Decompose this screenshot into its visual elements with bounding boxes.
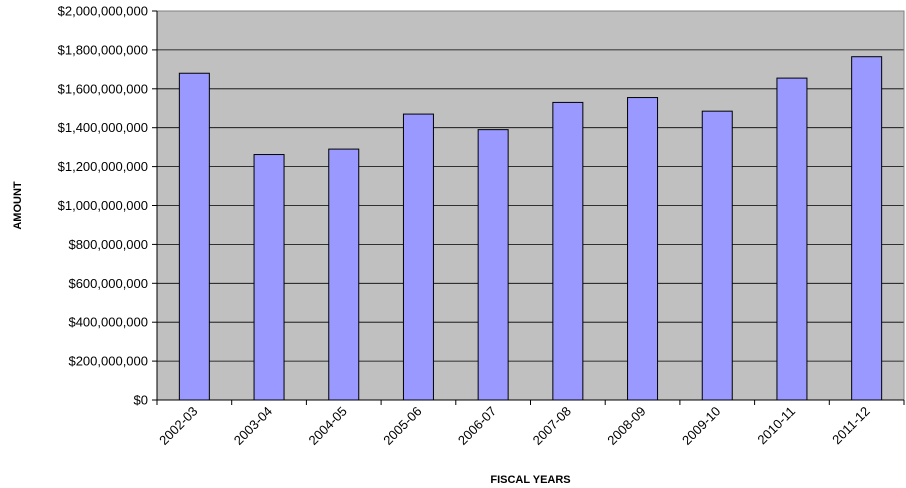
y-tick-label: $200,000,000 bbox=[68, 354, 148, 369]
y-tick-label: $800,000,000 bbox=[68, 237, 148, 252]
bar-2010-11 bbox=[776, 77, 808, 401]
x-tick-label: 2002-03 bbox=[156, 404, 200, 448]
bars bbox=[178, 56, 883, 401]
x-tick-label: 2011-12 bbox=[829, 404, 873, 448]
bar-2003-04 bbox=[253, 154, 285, 401]
x-axis-title: FISCAL YEARS bbox=[490, 474, 570, 486]
x-tick-label: 2004-05 bbox=[306, 404, 350, 448]
bar-2004-05 bbox=[328, 148, 360, 401]
y-tick-label: $1,000,000,000 bbox=[58, 198, 148, 213]
y-tick-label: $1,600,000,000 bbox=[58, 81, 148, 96]
y-tick-label: $600,000,000 bbox=[68, 276, 148, 291]
x-tick-label: 2003-04 bbox=[231, 404, 275, 448]
y-tick-label: $400,000,000 bbox=[68, 315, 148, 330]
bar-2005-06 bbox=[402, 113, 434, 401]
y-tick-label: $1,800,000,000 bbox=[58, 42, 148, 57]
x-tick-labels: 2002-03 2003-04 2004-05 2005-06 2006-07 2007-… bbox=[156, 404, 873, 448]
y-tick-labels: $0 $200,000,000 $400,000,000 $600,000,000 $8… bbox=[58, 4, 148, 408]
bar-2009-10 bbox=[701, 110, 733, 401]
y-tick-label: $1,200,000,000 bbox=[58, 159, 148, 174]
bar-2008-09 bbox=[627, 97, 659, 401]
x-tick-label: 2005-06 bbox=[380, 404, 424, 448]
x-tick-label: 2009-10 bbox=[679, 404, 723, 448]
y-tick-label: $2,000,000,000 bbox=[58, 4, 148, 19]
x-tick-label: 2007-08 bbox=[530, 404, 574, 448]
bar-2006-07 bbox=[477, 129, 509, 401]
y-axis-title: AMOUNT bbox=[12, 181, 24, 230]
axes bbox=[152, 10, 905, 405]
x-tick-label: 2008-09 bbox=[604, 404, 648, 448]
bar-2002-03 bbox=[178, 72, 210, 401]
y-tick-label: $0 bbox=[134, 393, 148, 408]
y-tick-label: $1,400,000,000 bbox=[58, 120, 148, 135]
x-tick-label: 2006-07 bbox=[455, 404, 499, 448]
bar-2007-08 bbox=[552, 101, 584, 401]
x-tick-label: 2010-11 bbox=[754, 404, 798, 448]
bar-2011-12 bbox=[851, 56, 883, 401]
